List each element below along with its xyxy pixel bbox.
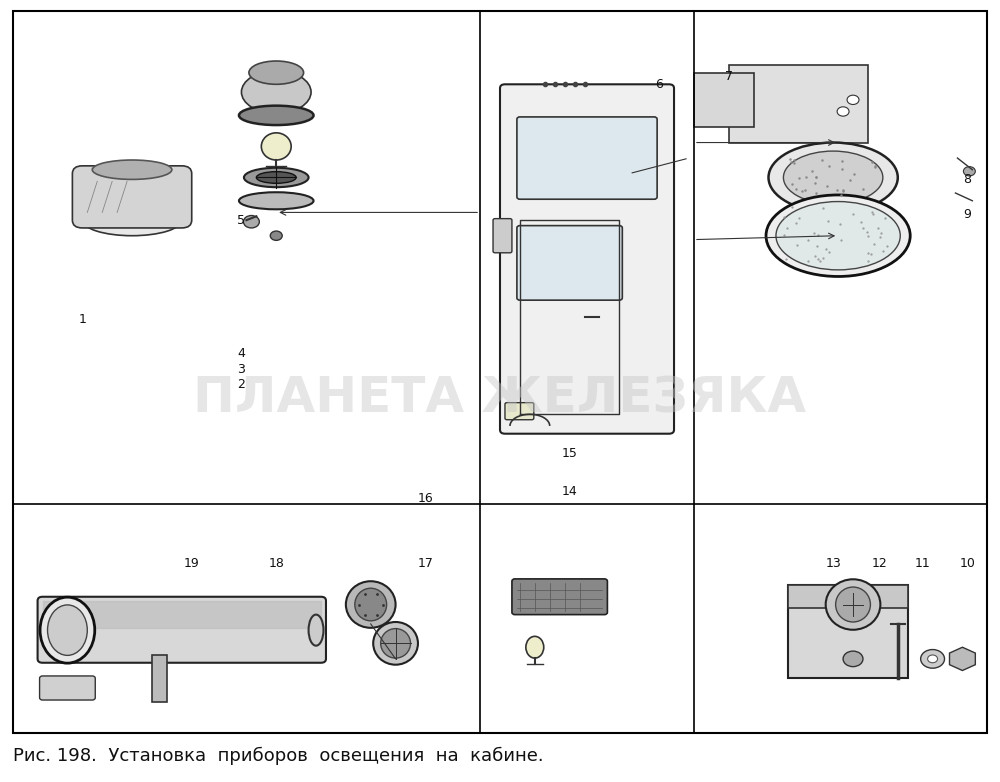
Circle shape <box>928 655 938 663</box>
Circle shape <box>837 107 849 117</box>
FancyBboxPatch shape <box>729 65 868 142</box>
FancyBboxPatch shape <box>788 585 908 678</box>
Text: 8: 8 <box>963 174 971 186</box>
FancyBboxPatch shape <box>38 597 326 663</box>
Ellipse shape <box>776 202 900 270</box>
FancyBboxPatch shape <box>517 226 622 300</box>
Text: 1: 1 <box>78 313 86 326</box>
Ellipse shape <box>239 192 314 210</box>
Polygon shape <box>788 585 908 608</box>
FancyBboxPatch shape <box>694 73 754 127</box>
Text: 6: 6 <box>655 77 663 91</box>
Ellipse shape <box>249 61 304 84</box>
Ellipse shape <box>239 106 314 125</box>
Ellipse shape <box>355 588 387 621</box>
Ellipse shape <box>48 605 87 655</box>
FancyBboxPatch shape <box>493 219 512 253</box>
Ellipse shape <box>256 172 296 183</box>
Text: 16: 16 <box>418 492 433 504</box>
Ellipse shape <box>381 629 411 658</box>
Circle shape <box>843 651 863 666</box>
Text: 2: 2 <box>238 378 245 391</box>
Text: 11: 11 <box>915 557 931 570</box>
Ellipse shape <box>92 160 172 179</box>
Text: 9: 9 <box>963 208 971 221</box>
Text: 18: 18 <box>268 557 284 570</box>
Circle shape <box>847 95 859 105</box>
FancyBboxPatch shape <box>500 84 674 434</box>
Ellipse shape <box>82 205 182 235</box>
Circle shape <box>921 650 945 668</box>
Circle shape <box>738 107 750 117</box>
FancyBboxPatch shape <box>512 579 607 615</box>
FancyBboxPatch shape <box>505 403 534 420</box>
Text: Рис. 198.  Установка  приборов  освещения  на  кабине.: Рис. 198. Установка приборов освещения н… <box>13 747 543 765</box>
Ellipse shape <box>836 587 870 622</box>
FancyBboxPatch shape <box>517 117 657 199</box>
FancyBboxPatch shape <box>72 166 192 228</box>
Text: 10: 10 <box>959 557 975 570</box>
FancyBboxPatch shape <box>40 676 95 700</box>
Text: 4: 4 <box>238 347 245 361</box>
Ellipse shape <box>526 637 544 658</box>
Text: 3: 3 <box>238 363 245 376</box>
Ellipse shape <box>768 142 898 213</box>
Text: ПЛАНЕТА ЖЕЛЕЗЯКА: ПЛАНЕТА ЖЕЛЕЗЯКА <box>193 375 807 423</box>
Ellipse shape <box>766 195 910 277</box>
Circle shape <box>243 216 259 228</box>
Ellipse shape <box>244 168 309 187</box>
Text: 7: 7 <box>725 70 733 83</box>
Ellipse shape <box>783 151 883 204</box>
Text: 12: 12 <box>872 557 888 570</box>
Text: 14: 14 <box>562 486 577 498</box>
Ellipse shape <box>40 597 95 663</box>
Ellipse shape <box>373 622 418 665</box>
Ellipse shape <box>826 579 880 630</box>
Text: 13: 13 <box>825 557 841 570</box>
Circle shape <box>738 99 750 109</box>
Text: 17: 17 <box>417 557 433 570</box>
Ellipse shape <box>309 615 323 646</box>
Ellipse shape <box>346 581 396 628</box>
Ellipse shape <box>241 70 311 113</box>
Text: 5: 5 <box>237 213 245 227</box>
Ellipse shape <box>261 133 291 160</box>
FancyBboxPatch shape <box>152 655 167 701</box>
Text: 19: 19 <box>184 557 200 570</box>
Circle shape <box>270 231 282 240</box>
Text: 15: 15 <box>562 447 578 460</box>
Circle shape <box>963 167 975 176</box>
